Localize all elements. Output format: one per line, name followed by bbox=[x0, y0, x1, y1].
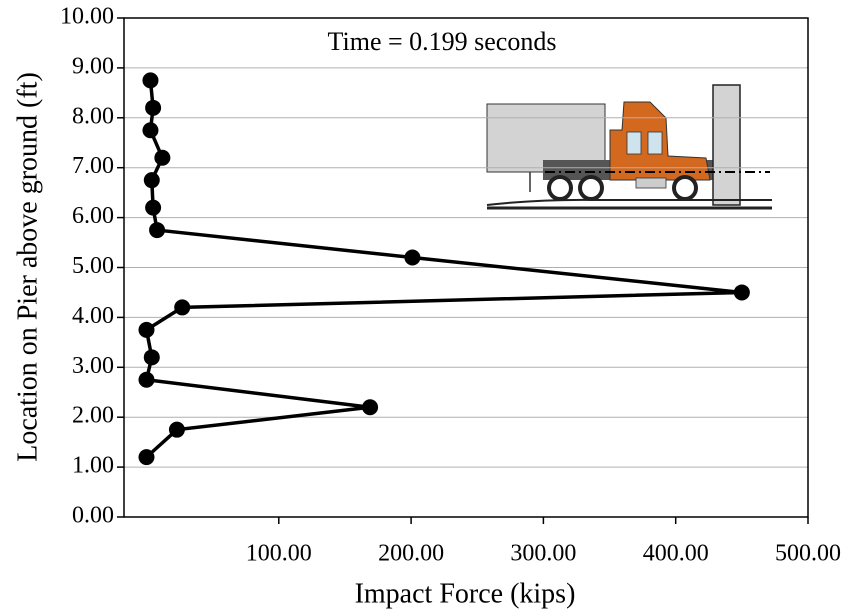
y-tick-label: 9.00 bbox=[72, 53, 114, 79]
x-tick-label: 400.00 bbox=[643, 541, 709, 567]
series-line bbox=[144, 80, 743, 459]
y-tick-label: 10.00 bbox=[60, 4, 114, 30]
data-point bbox=[174, 299, 191, 316]
truck-illustration bbox=[486, 84, 772, 210]
data-point bbox=[138, 371, 155, 388]
data-point bbox=[142, 72, 159, 89]
y-tick-label: 6.00 bbox=[72, 203, 114, 229]
data-point bbox=[145, 99, 162, 116]
data-point bbox=[138, 449, 155, 466]
plot-frame bbox=[123, 17, 809, 518]
data-point bbox=[168, 421, 185, 438]
data-point bbox=[138, 321, 155, 338]
data-point bbox=[142, 122, 159, 139]
y-tick-label: 5.00 bbox=[72, 253, 114, 279]
y-axis-title: Location on Pier above ground (ft) bbox=[12, 72, 43, 462]
y-tick-label: 0.00 bbox=[72, 503, 114, 529]
y-tick-label: 4.00 bbox=[72, 303, 114, 329]
data-point bbox=[145, 199, 162, 216]
data-point bbox=[149, 222, 166, 239]
data-point bbox=[404, 249, 421, 266]
x-tick-label: 500.00 bbox=[775, 541, 841, 567]
x-axis-title: Impact Force (kips) bbox=[355, 578, 576, 609]
y-tick-label: 3.00 bbox=[72, 353, 114, 379]
data-point bbox=[362, 399, 379, 416]
data-point bbox=[733, 284, 750, 301]
y-tick-label: 7.00 bbox=[72, 153, 114, 179]
annotation: Time = 0.199 seconds bbox=[328, 27, 557, 56]
y-tick-label: 8.00 bbox=[72, 103, 114, 129]
x-tick-label: 300.00 bbox=[510, 541, 576, 567]
y-tick-label: 1.00 bbox=[72, 453, 114, 479]
data-point bbox=[143, 349, 160, 366]
x-tick-label: 200.00 bbox=[378, 541, 444, 567]
data-point bbox=[154, 149, 171, 166]
data-point bbox=[143, 172, 160, 189]
x-tick-label: 100.00 bbox=[246, 541, 312, 567]
y-tick-label: 2.00 bbox=[72, 403, 114, 429]
